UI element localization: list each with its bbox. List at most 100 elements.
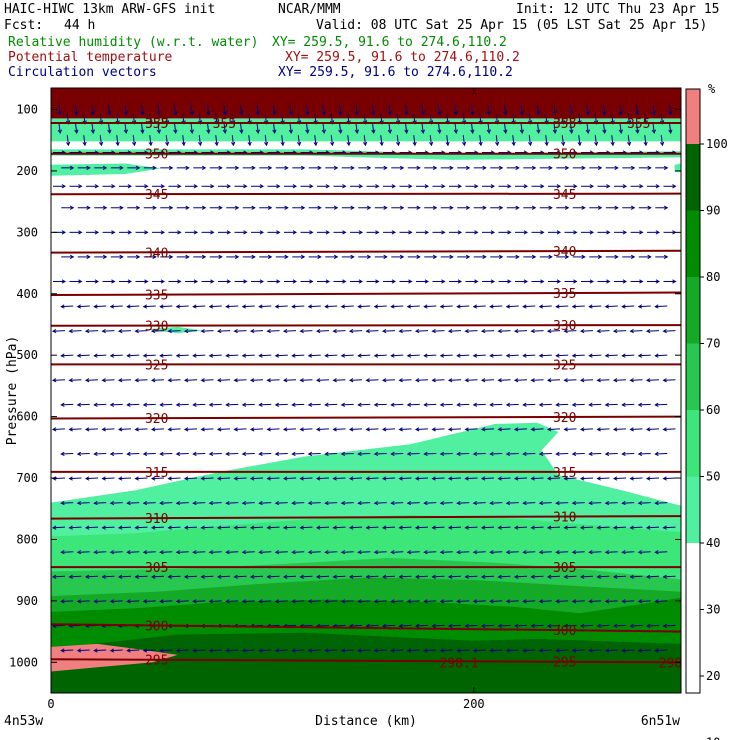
circulation-vector — [134, 525, 148, 530]
circulation-vector — [539, 165, 553, 170]
theta-contour-325: 325 325 — [51, 358, 681, 373]
circulation-vector — [291, 451, 305, 457]
circulation-vector — [654, 304, 668, 309]
circulation-vector — [272, 122, 277, 134]
circulation-vector — [280, 135, 285, 147]
circulation-vector — [536, 122, 541, 134]
circulation-vector — [579, 525, 594, 530]
circulation-vector — [200, 378, 214, 383]
circulation-vector — [530, 476, 544, 481]
circulation-vector — [332, 427, 346, 432]
circulation-vector — [597, 279, 611, 284]
circulation-vector — [208, 304, 222, 309]
circulation-vector — [563, 525, 577, 530]
circulation-vector — [423, 550, 437, 555]
circulation-vector — [173, 122, 178, 134]
circulation-vector — [288, 104, 293, 116]
circulation-vector — [391, 205, 405, 210]
circulation-vector — [76, 648, 90, 653]
circulation-vector — [630, 279, 644, 284]
circulation-vector — [571, 451, 585, 457]
theta-label: 300 — [553, 624, 576, 639]
circulation-vector — [90, 122, 95, 134]
theta-label: 310 — [553, 511, 576, 526]
circulation-vector — [513, 328, 528, 334]
circulation-vector — [655, 254, 669, 260]
circulation-vector — [84, 476, 99, 481]
circulation-vector — [399, 279, 413, 284]
circulation-vector — [556, 165, 570, 170]
circulation-vector — [643, 135, 648, 147]
circulation-vector — [555, 550, 569, 555]
circulation-vector — [638, 205, 652, 210]
circulation-vector — [472, 648, 486, 653]
circulation-vector — [77, 165, 91, 170]
circulation-vector — [307, 353, 321, 358]
rh-upper-band — [674, 163, 681, 173]
circulation-vector — [464, 427, 478, 432]
circulation-vector — [350, 230, 364, 235]
circulation-vector — [102, 230, 116, 235]
circulation-vector — [308, 254, 322, 260]
circulation-vector — [398, 525, 412, 530]
circulation-vector — [60, 402, 74, 407]
field-vectors-name: Circulation vectors — [8, 65, 157, 80]
circulation-vector — [453, 104, 458, 116]
circulation-vector — [498, 184, 512, 189]
theta-label: 350 — [553, 148, 576, 163]
theta-label: 305 — [553, 561, 576, 576]
circulation-vector — [185, 230, 199, 235]
circulation-vector — [134, 476, 148, 481]
circulation-vector — [266, 476, 280, 481]
circulation-vector — [480, 427, 495, 432]
circulation-vector — [159, 648, 173, 653]
circulation-vector — [348, 378, 363, 383]
theta-contour-300: 300 300 — [51, 619, 681, 639]
x-axis-label: Distance (km) — [315, 714, 417, 729]
circulation-vector — [489, 304, 503, 309]
circulation-vector — [307, 451, 321, 457]
circulation-vector — [490, 254, 504, 260]
circulation-vector — [612, 476, 627, 481]
circulation-vector — [447, 427, 462, 432]
circulation-vector — [423, 599, 437, 604]
circulation-vector — [522, 500, 536, 506]
colorbar-label: 80 — [706, 270, 720, 284]
circulation-vector — [231, 135, 236, 147]
circulation-vector — [489, 451, 503, 457]
circulation-vector — [350, 184, 364, 189]
circulation-vector — [57, 104, 62, 116]
circulation-vector — [249, 476, 264, 481]
circulation-vector — [414, 574, 429, 579]
circulation-vector — [391, 254, 405, 260]
circulation-vector — [201, 279, 215, 284]
circulation-vector — [638, 165, 652, 170]
circulation-vector — [464, 328, 478, 334]
circulation-vector — [561, 135, 566, 147]
circulation-vector — [200, 427, 214, 432]
circulation-vector — [218, 279, 232, 284]
circulation-vector — [581, 279, 595, 284]
circulation-vector — [292, 254, 306, 260]
circulation-vector — [198, 135, 203, 147]
circulation-vector — [423, 500, 437, 506]
circulation-vector — [490, 165, 504, 170]
circulation-vector — [225, 353, 239, 358]
rh-upper-band — [144, 326, 204, 334]
circulation-vector — [60, 353, 74, 358]
y-axis-label: Pressure (hPa) — [5, 336, 20, 446]
colorbar-label: 70 — [706, 337, 720, 351]
circulation-vector — [315, 476, 330, 481]
circulation-vector — [233, 328, 247, 334]
circulation-vector — [470, 122, 475, 134]
circulation-vector — [107, 104, 112, 116]
circulation-vector — [159, 353, 173, 358]
circulation-vector — [629, 328, 643, 334]
circulation-vector — [423, 648, 437, 653]
circulation-vector — [571, 402, 585, 407]
circulation-vector — [604, 353, 618, 358]
circulation-vector — [513, 378, 528, 383]
circulation-vector — [629, 574, 643, 579]
circulation-vector — [651, 104, 656, 116]
circulation-vector — [456, 599, 470, 604]
